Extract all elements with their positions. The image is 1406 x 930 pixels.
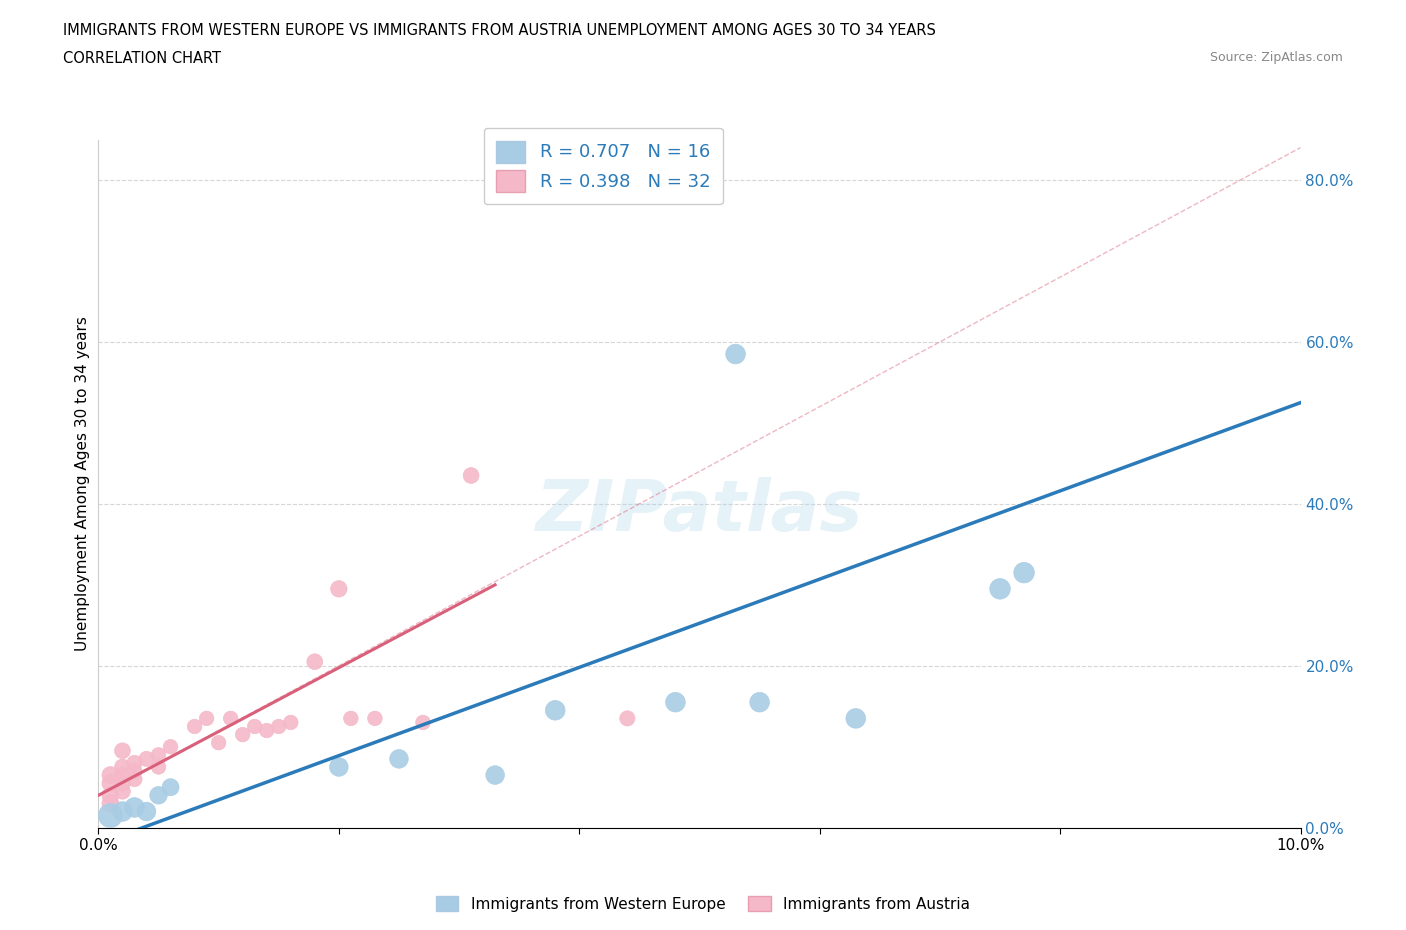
Point <box>100 788 122 803</box>
Point <box>267 719 290 734</box>
Point <box>135 804 157 819</box>
Point <box>340 711 363 725</box>
Point <box>100 776 122 790</box>
Point <box>243 719 266 734</box>
Text: IMMIGRANTS FROM WESTERN EUROPE VS IMMIGRANTS FROM AUSTRIA UNEMPLOYMENT AMONG AGE: IMMIGRANTS FROM WESTERN EUROPE VS IMMIGR… <box>63 23 936 38</box>
Point <box>159 779 181 794</box>
Point <box>232 727 254 742</box>
Point <box>280 715 302 730</box>
Point <box>124 764 146 778</box>
Point <box>111 760 134 775</box>
Point <box>328 760 350 775</box>
Point <box>111 776 134 790</box>
Point <box>124 772 146 787</box>
Point <box>664 695 686 710</box>
Point <box>460 468 482 483</box>
Point <box>748 695 770 710</box>
Point <box>148 760 170 775</box>
Point <box>100 796 122 811</box>
Text: Source: ZipAtlas.com: Source: ZipAtlas.com <box>1209 51 1343 64</box>
Point <box>111 767 134 782</box>
Point <box>845 711 868 725</box>
Point <box>183 719 205 734</box>
Point <box>124 755 146 770</box>
Point <box>616 711 638 725</box>
Point <box>111 743 134 758</box>
Point <box>724 347 747 362</box>
Point <box>988 581 1011 596</box>
Point <box>111 784 134 799</box>
Point <box>124 800 146 815</box>
Point <box>544 703 567 718</box>
Point <box>100 767 122 782</box>
Point <box>364 711 387 725</box>
Point <box>388 751 411 766</box>
Text: CORRELATION CHART: CORRELATION CHART <box>63 51 221 66</box>
Point <box>111 804 134 819</box>
Text: ZIPatlas: ZIPatlas <box>536 477 863 546</box>
Point <box>159 739 181 754</box>
Point <box>484 767 506 782</box>
Legend: Immigrants from Western Europe, Immigrants from Austria: Immigrants from Western Europe, Immigran… <box>429 889 977 918</box>
Point <box>304 655 326 670</box>
Point <box>135 751 157 766</box>
Y-axis label: Unemployment Among Ages 30 to 34 years: Unemployment Among Ages 30 to 34 years <box>75 316 90 651</box>
Point <box>100 808 122 823</box>
Point <box>148 788 170 803</box>
Point <box>208 736 231 751</box>
Point <box>256 724 278 738</box>
Point <box>148 748 170 763</box>
Legend: R = 0.707   N = 16, R = 0.398   N = 32: R = 0.707 N = 16, R = 0.398 N = 32 <box>484 128 723 205</box>
Point <box>328 581 350 596</box>
Point <box>219 711 242 725</box>
Point <box>195 711 218 725</box>
Point <box>1012 565 1035 580</box>
Point <box>412 715 434 730</box>
